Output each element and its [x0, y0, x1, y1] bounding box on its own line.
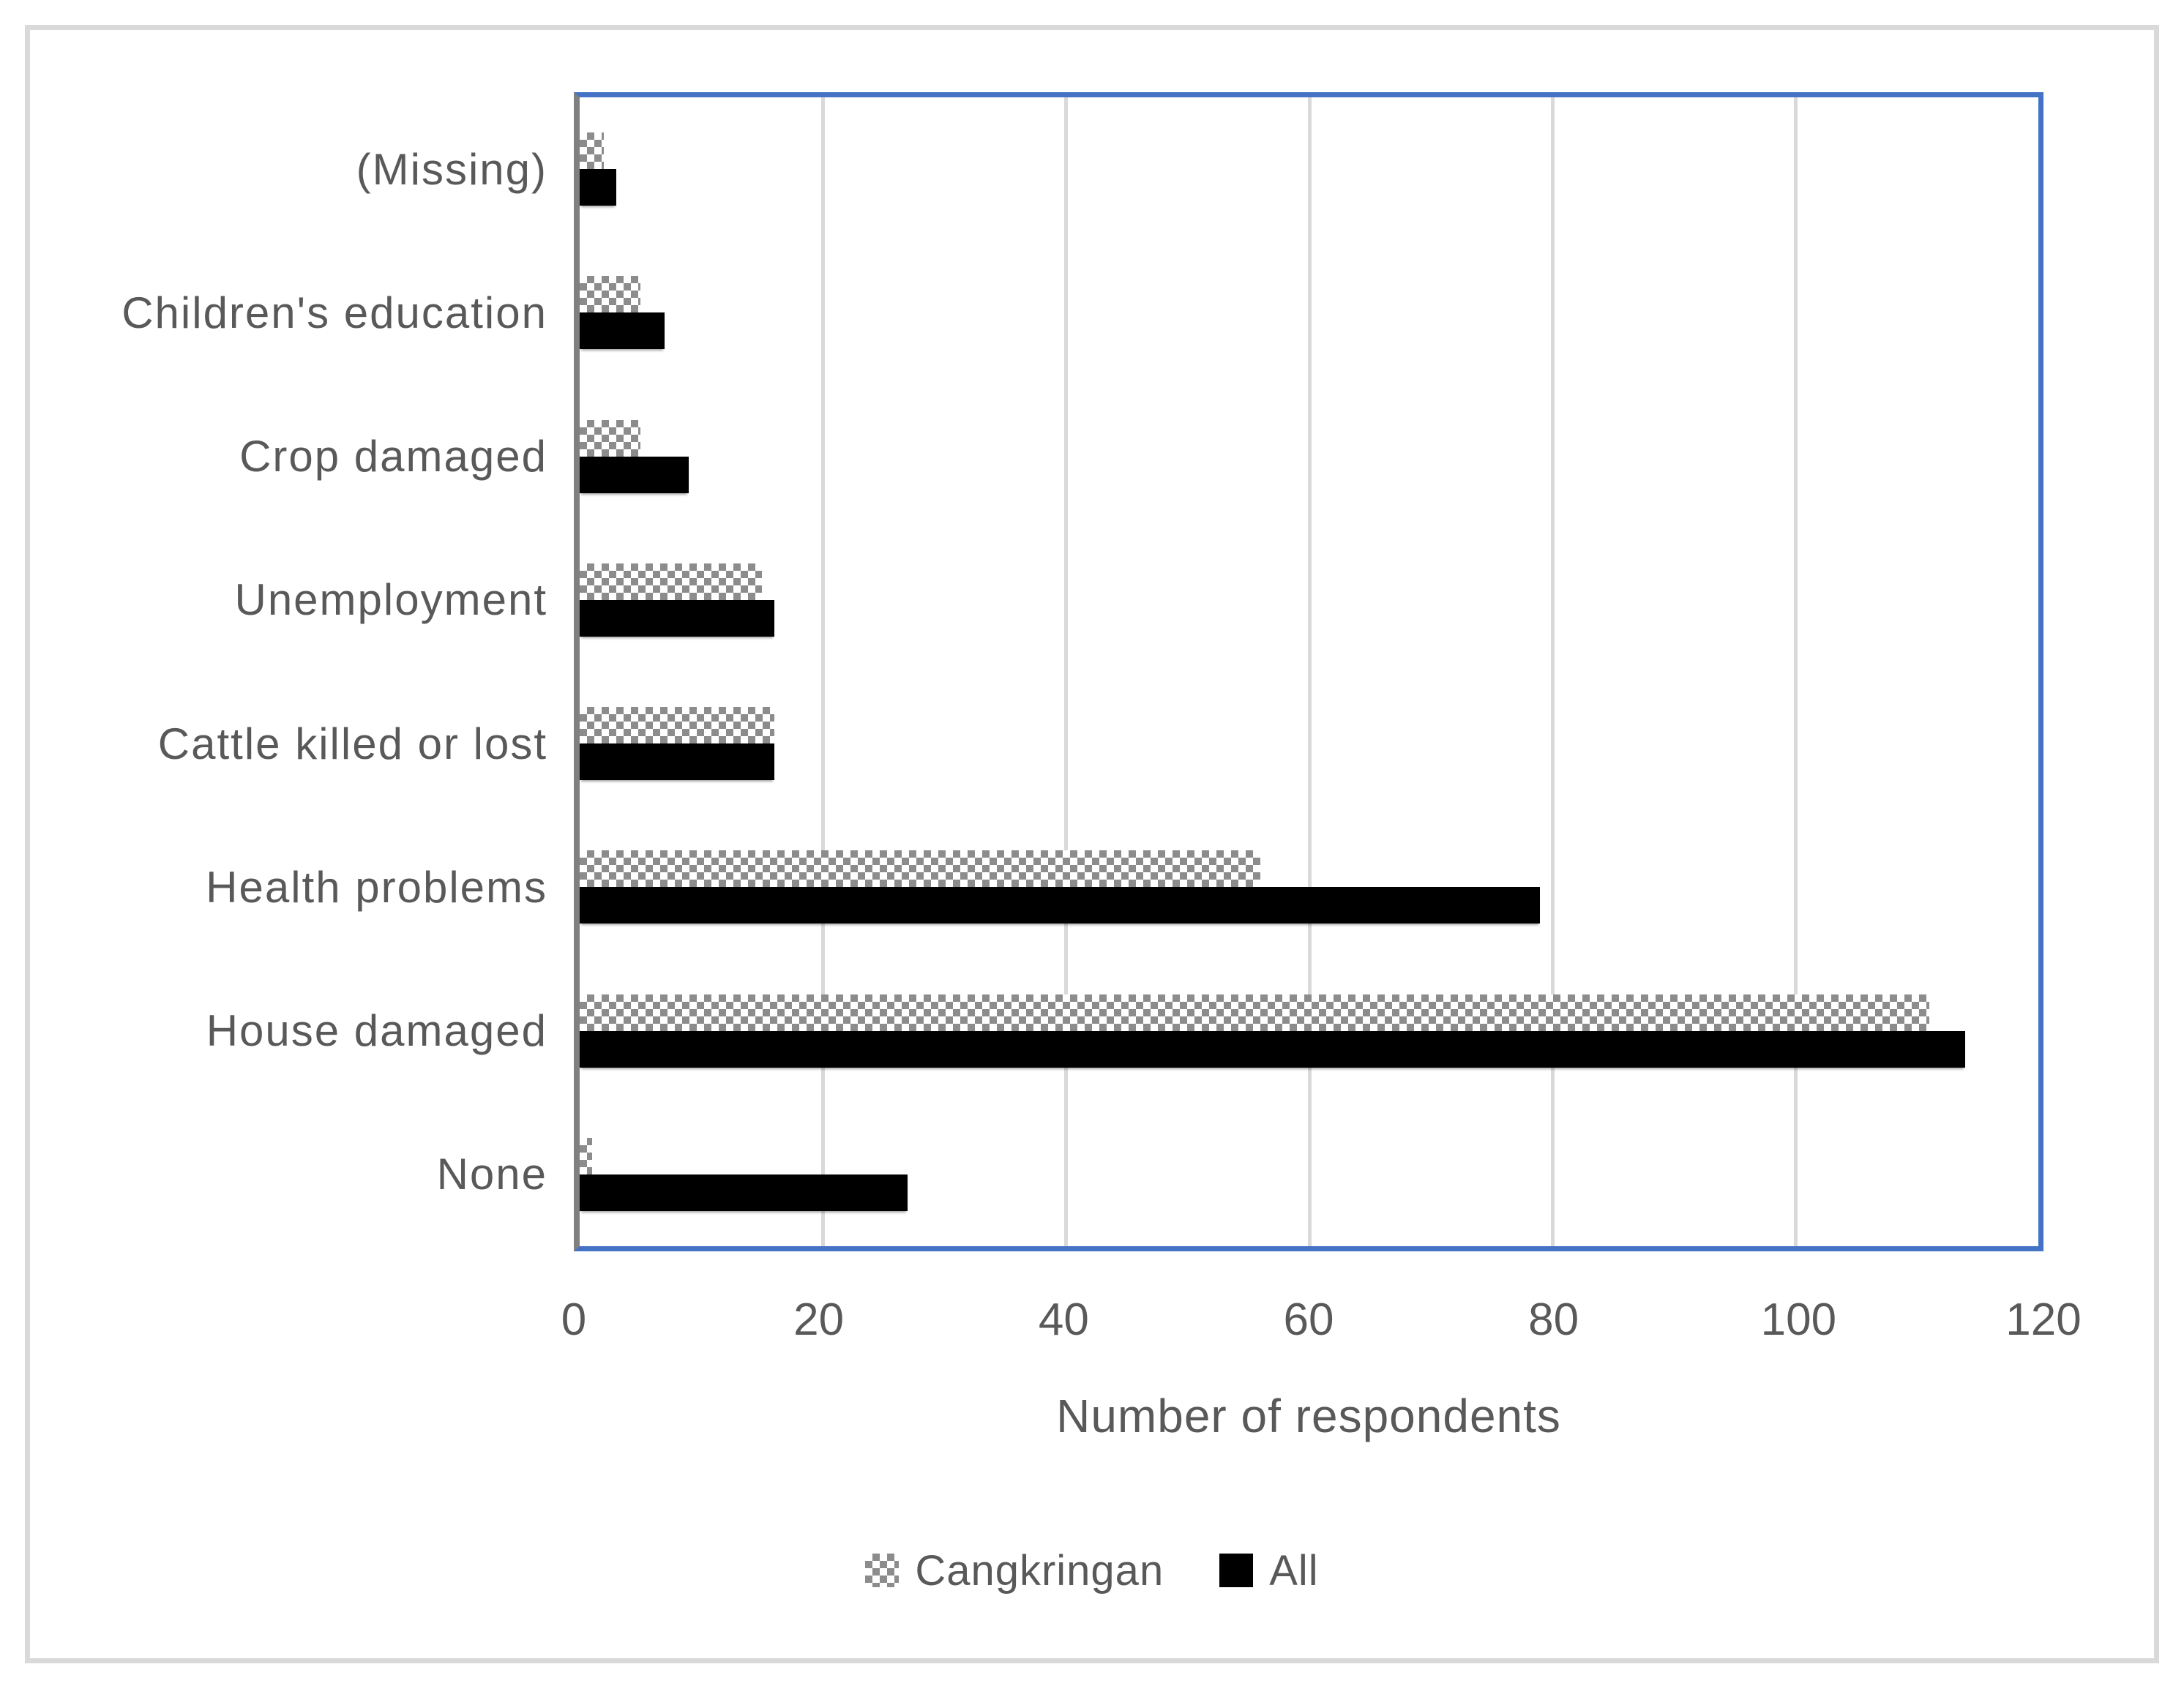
category-label-1: Children's education	[121, 288, 547, 337]
x-tick-label-0: 0	[561, 1295, 587, 1345]
gridline-80	[1550, 97, 1555, 1246]
category-labels: (Missing) Children's education Crop damage…	[44, 97, 547, 1246]
bar-cangkringan-5	[580, 850, 1261, 888]
bar-cangkringan-6	[580, 994, 1929, 1031]
plot-area	[574, 92, 2043, 1251]
bar-cangkringan-1	[580, 276, 641, 313]
bar-all-1	[580, 312, 665, 350]
grid-layer	[580, 97, 2038, 1246]
x-tick-label-100: 100	[1760, 1295, 1837, 1345]
figure-border	[25, 25, 2159, 1663]
category-band-6	[580, 959, 2038, 1103]
legend: Cangkringan All	[0, 1544, 2184, 1597]
bar-cangkringan-2	[580, 419, 641, 457]
category-band-4	[580, 672, 2038, 815]
bar-cangkringan-3	[580, 563, 763, 600]
bar-all-2	[580, 456, 689, 493]
bar-all-6	[580, 1030, 1966, 1068]
category-label-0: (Missing)	[356, 144, 547, 194]
category-band-7	[580, 1103, 2038, 1246]
bar-all-3	[580, 599, 774, 637]
legend-label-cangkringan: Cangkringan	[915, 1546, 1164, 1595]
category-band-1	[580, 241, 2038, 384]
gridline-100	[1793, 97, 1798, 1246]
category-band-3	[580, 528, 2038, 672]
x-axis-ticks: 0 20 40 60 80 100 120	[561, 1294, 2082, 1346]
bar-all-0	[580, 169, 616, 206]
legend-swatch-cangkringan-pattern	[865, 1554, 900, 1587]
bar-cangkringan-0	[580, 132, 605, 170]
legend-item-cangkringan: Cangkringan	[865, 1546, 1164, 1595]
gridline-20	[821, 97, 826, 1246]
x-tick-label-60: 60	[1283, 1295, 1334, 1345]
x-axis-title: Number of respondents	[1056, 1390, 1561, 1442]
x-tick-label-40: 40	[1038, 1295, 1089, 1345]
x-tick-label-80: 80	[1528, 1295, 1579, 1345]
category-label-5: Health problems	[206, 862, 547, 912]
legend-label-all: All	[1269, 1546, 1319, 1595]
category-label-2: Crop damaged	[239, 432, 547, 482]
legend-swatch-all-solid	[1219, 1554, 1254, 1587]
category-band-0	[580, 97, 2038, 241]
category-label-4: Cattle killed or lost	[157, 719, 547, 768]
bars-layer	[580, 97, 2038, 1246]
bar-cangkringan-4	[580, 707, 774, 744]
bar-cangkringan-7	[580, 1137, 592, 1174]
category-band-5	[580, 815, 2038, 959]
gridline-40	[1064, 97, 1069, 1246]
category-band-2	[580, 385, 2038, 528]
x-tick-label-120: 120	[2005, 1295, 2082, 1345]
legend-item-all: All	[1219, 1546, 1318, 1595]
category-label-3: Unemployment	[234, 575, 547, 625]
bar-all-4	[580, 743, 774, 781]
x-tick-label-20: 20	[793, 1295, 845, 1345]
bar-all-7	[580, 1174, 908, 1211]
gridline-60	[1307, 97, 1312, 1246]
category-label-7: None	[436, 1150, 547, 1199]
bar-all-5	[580, 887, 1541, 924]
category-label-6: House damaged	[206, 1006, 547, 1056]
